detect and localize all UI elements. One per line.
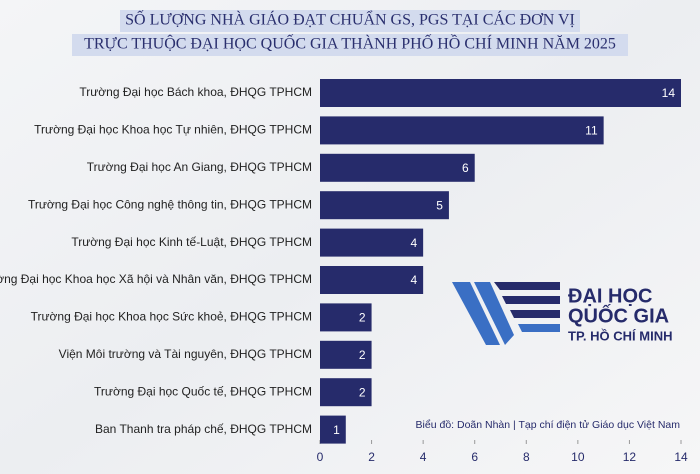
y-tick-label: Ban Thanh tra pháp chế, ĐHQG TPHCM [95,422,312,436]
data-label: 4 [410,236,417,250]
x-tick-label: 2 [368,450,375,464]
y-tick-label: Trường Đại học Công nghệ thông tin, ĐHQG… [28,197,312,211]
bar [320,116,604,145]
bar [320,415,346,444]
y-tick-label: Trường Đại học An Giang, ĐHQG TPHCM [87,160,312,174]
bar [320,153,475,182]
x-tick-label: 8 [523,450,530,464]
x-tick-label: 14 [674,450,688,464]
title-highlight [120,10,580,32]
y-tick-label: Trường Đại học Khoa học Sức khoẻ, ĐHQG T… [31,310,312,324]
source-note: Biểu đồ: Doãn Nhàn | Tạp chí điện tử Giá… [416,419,681,431]
logo-text: ĐẠI HỌC [568,285,652,307]
data-label: 4 [410,273,417,287]
x-tick-label: 4 [420,450,427,464]
y-tick-label: Trường Đại học Khoa học Xã hội và Nhân v… [0,272,312,286]
bar [320,228,424,257]
bar [320,266,424,294]
data-label: 6 [462,161,469,175]
chart-title: TRỰC THUỘC ĐẠI HỌC QUỐC GIA THÀNH PHỐ HỒ… [84,34,616,53]
bar [320,378,372,407]
logo-text: TP. HỒ CHÍ MINH [568,328,673,343]
x-tick-label: 6 [471,450,478,464]
y-tick-label: Viện Môi trường và Tài nguyên, ĐHQG TPHC… [59,347,312,361]
y-tick-label: Trường Đại học Bách khoa, ĐHQG TPHCM [79,85,312,99]
logo-mark [452,282,560,345]
bar [320,340,372,369]
data-label: 1 [333,423,340,437]
y-tick-label: Trường Đại học Quốc tế, ĐHQG TPHCM [94,384,312,398]
y-tick-label: Trường Đại học Khoa học Tự nhiên, ĐHQG T… [34,123,312,137]
data-label: 2 [359,385,366,399]
chart-title: SỐ LƯỢNG NHÀ GIÁO ĐẠT CHUẨN GS, PGS TẠI … [125,10,575,29]
logo-text: QUỐC GIA [568,303,669,327]
data-label: 11 [585,124,598,138]
x-tick-label: 10 [571,450,585,464]
bar [320,191,449,220]
x-tick-label: 12 [623,450,637,464]
y-tick-label: Trường Đại học Kinh tế-Luật, ĐHQG TPHCM [71,235,312,249]
data-label: 14 [662,86,676,100]
data-label: 2 [359,348,366,362]
bar [320,303,372,332]
x-tick-label: 0 [317,450,324,464]
data-label: 5 [436,198,443,212]
bar [320,79,681,107]
title-highlight [72,34,628,56]
data-label: 2 [359,311,366,325]
